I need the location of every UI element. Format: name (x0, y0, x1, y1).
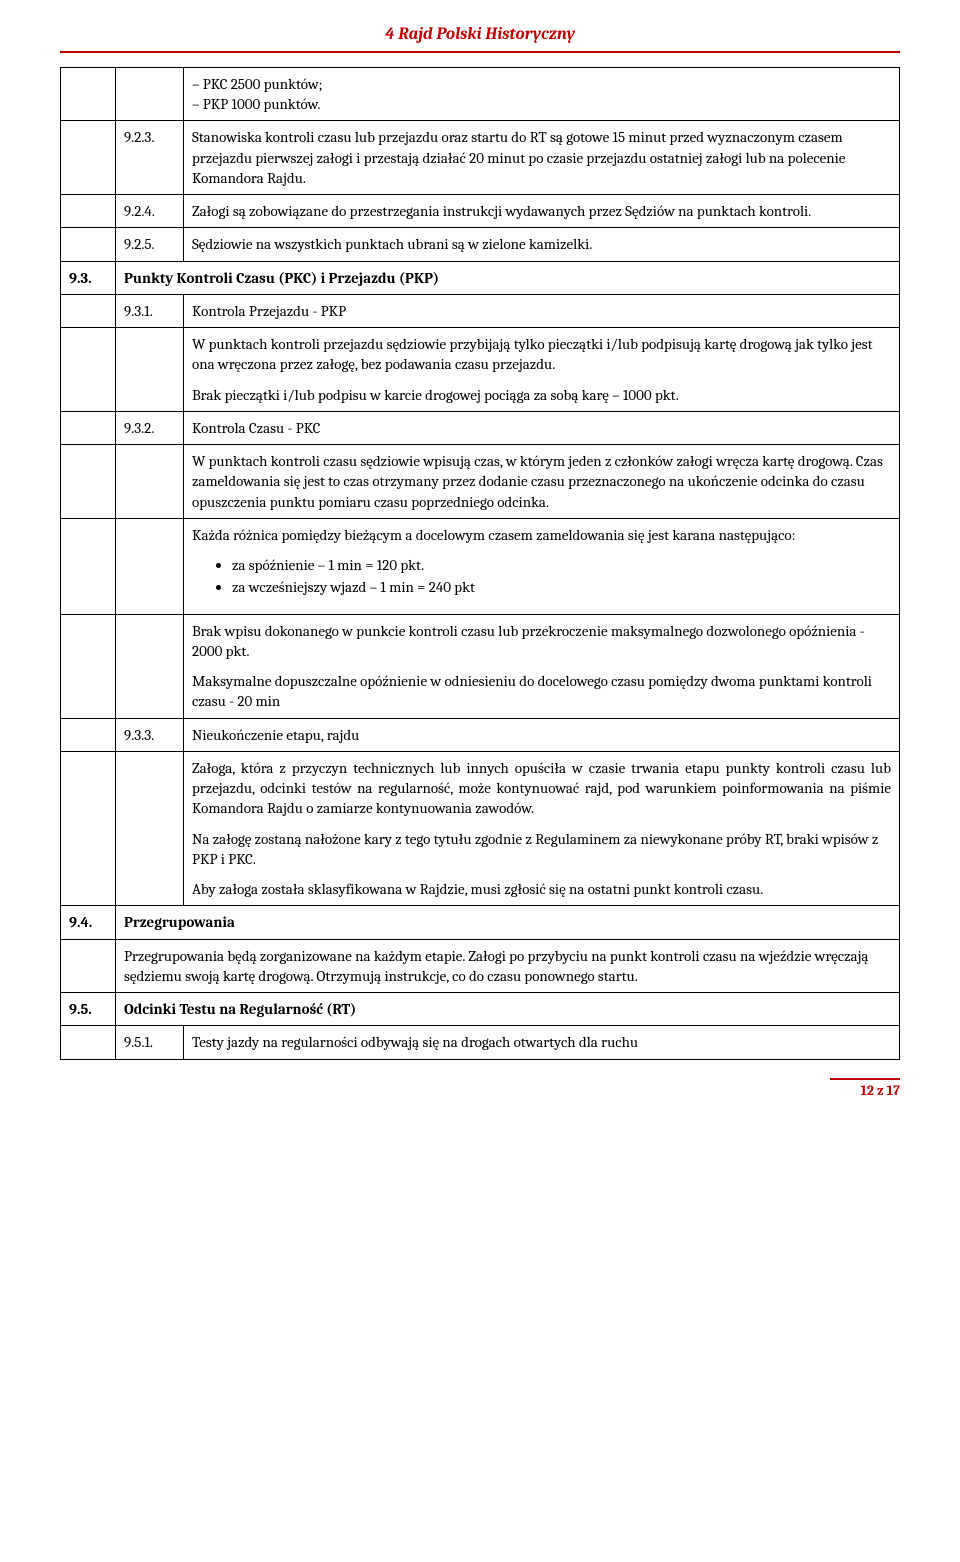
cell-num-b: 9.3.2. (116, 411, 184, 444)
cell-content: Kontrola Czasu - PKC (184, 411, 900, 444)
page-number: 12 z 17 (861, 1082, 901, 1099)
cell-num-a (61, 445, 116, 519)
cell-num-a (61, 939, 116, 993)
table-row: 9.4. Przegrupowania (61, 906, 900, 939)
table-row: 9.5.1. Testy jazdy na regularności odbyw… (61, 1026, 900, 1059)
paragraph: Maksymalne dopuszczalne opóźnienie w odn… (192, 671, 891, 712)
paragraph: Każda różnica pomiędzy bieżącym a docelo… (192, 525, 891, 545)
cell-num-b: 9.3.1. (116, 294, 184, 327)
cell-content: W punktach kontroli czasu sędziowie wpis… (184, 445, 900, 519)
table-row: 9.2.3. Stanowiska kontroli czasu lub prz… (61, 121, 900, 195)
paragraph: Brak pieczątki i/lub podpisu w karcie dr… (192, 385, 891, 405)
paragraph: W punktach kontroli przejazdu sędziowie … (192, 334, 891, 375)
cell-content: – PKC 2500 punktów; – PKP 1000 punktów. (184, 67, 900, 121)
cell-content: Stanowiska kontroli czasu lub przejazdu … (184, 121, 900, 195)
cell-num-a (61, 294, 116, 327)
cell-num-b: 9.3.3. (116, 718, 184, 751)
cell-num-b (116, 518, 184, 614)
paragraph: Brak wpisu dokonanego w punkcie kontroli… (192, 621, 891, 662)
section-title: Punkty Kontroli Czasu (PKC) i Przejazdu … (116, 261, 900, 294)
document-table: – PKC 2500 punktów; – PKP 1000 punktów. … (60, 67, 900, 1060)
list-item: za spóźnienie – 1 min = 120 pkt. (232, 555, 891, 575)
table-row: 9.5. Odcinki Testu na Regularność (RT) (61, 993, 900, 1026)
page-header-title: 4 Rajd Polski Historyczny (60, 24, 900, 53)
section-number: 9.5. (61, 993, 116, 1026)
cell-num-b: 9.2.5. (116, 228, 184, 261)
bullet-list: za spóźnienie – 1 min = 120 pkt. za wcze… (192, 555, 891, 598)
cell-num-b: 9.2.3. (116, 121, 184, 195)
cell-num-a (61, 195, 116, 228)
cell-num-b (116, 751, 184, 906)
cell-num-a (61, 614, 116, 718)
table-row: 9.2.4. Załogi są zobowiązane do przestrz… (61, 195, 900, 228)
section-number: 9.3. (61, 261, 116, 294)
table-row: 9.2.5. Sędziowie na wszystkich punktach … (61, 228, 900, 261)
table-row: Każda różnica pomiędzy bieżącym a docelo… (61, 518, 900, 614)
text-line: – PKP 1000 punktów. (192, 94, 891, 114)
cell-num-b: 9.2.4. (116, 195, 184, 228)
table-row: 9.3.1. Kontrola Przejazdu - PKP (61, 294, 900, 327)
cell-num-b (116, 445, 184, 519)
page-footer: 12 z 17 (60, 1078, 900, 1101)
table-row: 9.3.2. Kontrola Czasu - PKC (61, 411, 900, 444)
paragraph: Aby załoga została sklasyfikowana w Rajd… (192, 879, 891, 899)
cell-num-b (116, 328, 184, 412)
text-line: – PKC 2500 punktów; (192, 74, 891, 94)
cell-content: Przegrupowania będą zorganizowane na każ… (116, 939, 900, 993)
cell-num-a (61, 518, 116, 614)
cell-content: Sędziowie na wszystkich punktach ubrani … (184, 228, 900, 261)
cell-num-b: 9.5.1. (116, 1026, 184, 1059)
cell-num-a (61, 67, 116, 121)
paragraph: W punktach kontroli czasu sędziowie wpis… (192, 451, 891, 512)
cell-num-a (61, 121, 116, 195)
paragraph: Załoga, która z przyczyn technicznych lu… (192, 758, 891, 819)
cell-num-a (61, 228, 116, 261)
cell-content: Załoga, która z przyczyn technicznych lu… (184, 751, 900, 906)
table-row: Przegrupowania będą zorganizowane na każ… (61, 939, 900, 993)
cell-num-b (116, 614, 184, 718)
cell-content: W punktach kontroli przejazdu sędziowie … (184, 328, 900, 412)
cell-content: Załogi są zobowiązane do przestrzegania … (184, 195, 900, 228)
section-number: 9.4. (61, 906, 116, 939)
table-row: Załoga, która z przyczyn technicznych lu… (61, 751, 900, 906)
table-row: Brak wpisu dokonanego w punkcie kontroli… (61, 614, 900, 718)
cell-content: Nieukończenie etapu, rajdu (184, 718, 900, 751)
cell-content: Brak wpisu dokonanego w punkcie kontroli… (184, 614, 900, 718)
section-title: Odcinki Testu na Regularność (RT) (116, 993, 900, 1026)
cell-num-b (116, 67, 184, 121)
table-row: W punktach kontroli przejazdu sędziowie … (61, 328, 900, 412)
cell-num-a (61, 328, 116, 412)
cell-content: Testy jazdy na regularności odbywają się… (184, 1026, 900, 1059)
table-row: – PKC 2500 punktów; – PKP 1000 punktów. (61, 67, 900, 121)
footer-rule (830, 1078, 900, 1080)
cell-num-a (61, 1026, 116, 1059)
list-item: za wcześniejszy wjazd – 1 min = 240 pkt (232, 577, 891, 597)
cell-num-a (61, 411, 116, 444)
cell-num-a (61, 718, 116, 751)
paragraph: Na załogę zostaną nałożone kary z tego t… (192, 829, 891, 870)
cell-content: Każda różnica pomiędzy bieżącym a docelo… (184, 518, 900, 614)
table-row: W punktach kontroli czasu sędziowie wpis… (61, 445, 900, 519)
cell-content: Kontrola Przejazdu - PKP (184, 294, 900, 327)
table-row: 9.3. Punkty Kontroli Czasu (PKC) i Przej… (61, 261, 900, 294)
cell-num-a (61, 751, 116, 906)
section-title: Przegrupowania (116, 906, 900, 939)
table-row: 9.3.3. Nieukończenie etapu, rajdu (61, 718, 900, 751)
